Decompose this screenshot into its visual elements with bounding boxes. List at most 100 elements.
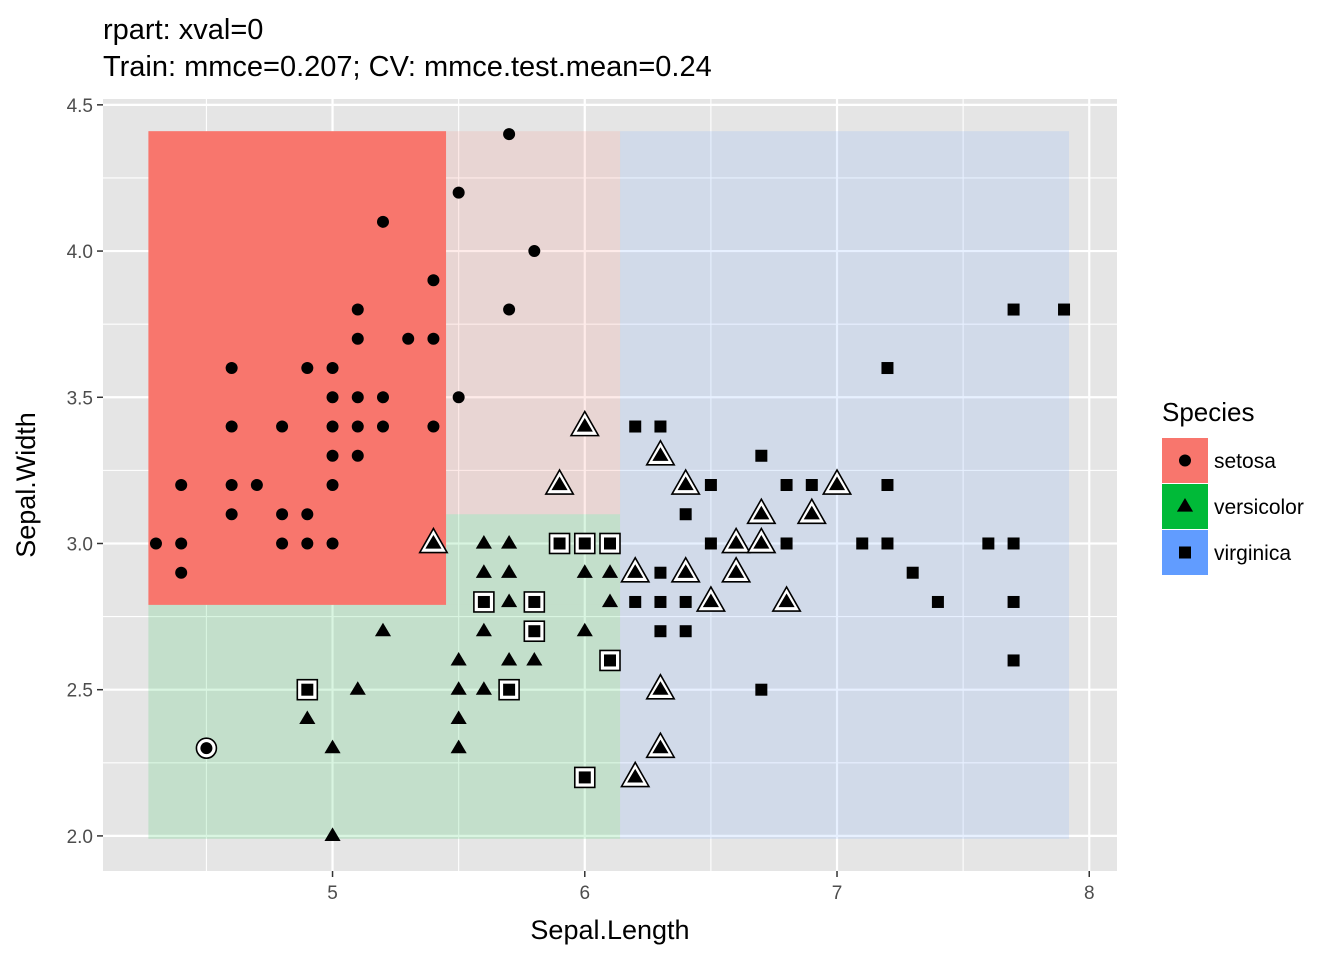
- data-point-setosa: [301, 508, 314, 521]
- data-point-virginica: [856, 537, 869, 550]
- data-point-virginica: [553, 537, 566, 550]
- data-point-virginica: [704, 479, 717, 491]
- data-point-virginica: [1007, 595, 1020, 608]
- data-point-setosa: [175, 537, 188, 550]
- x-axis-title: Sepal.Length: [530, 915, 689, 945]
- data-point-versicolor: [324, 827, 341, 842]
- data-point-virginica: [679, 508, 692, 521]
- data-point-versicolor: [601, 593, 619, 608]
- data-point-setosa: [175, 479, 188, 491]
- region-setosa: [446, 131, 621, 515]
- data-point-versicolor: [450, 651, 467, 666]
- legend-label: versicolor: [1214, 496, 1304, 519]
- y-tick-label: 3.5: [67, 388, 93, 409]
- data-point-versicolor: [475, 681, 492, 695]
- data-point-versicolor: [324, 739, 341, 754]
- data-point-setosa: [276, 420, 289, 433]
- data-point-virginica: [755, 449, 768, 462]
- legend-key-triangle-icon: [1176, 498, 1194, 512]
- data-point-virginica: [578, 537, 591, 550]
- data-point-virginica: [931, 595, 944, 608]
- data-point-virginica: [528, 625, 541, 638]
- data-point-setosa: [351, 420, 364, 433]
- data-point-versicolor: [576, 418, 593, 432]
- data-point-versicolor: [778, 593, 795, 608]
- data-point-versicolor: [450, 681, 467, 695]
- data-point-setosa: [402, 332, 415, 345]
- data-point-setosa: [250, 479, 263, 491]
- data-point-virginica: [528, 595, 541, 608]
- data-point-virginica: [982, 537, 995, 550]
- data-point-virginica: [780, 479, 793, 491]
- region-versicolor: [148, 604, 621, 839]
- x-tick-label: 7: [832, 883, 843, 904]
- data-point-setosa: [351, 303, 364, 316]
- data-point-setosa: [225, 479, 238, 491]
- data-point-virginica: [604, 537, 616, 550]
- data-point-versicolor: [652, 447, 669, 461]
- legend-key-square-icon: [1179, 546, 1191, 559]
- series-versicolor: [299, 409, 853, 842]
- data-point-setosa: [503, 128, 516, 141]
- y-tick-label: 4.0: [67, 242, 93, 263]
- legend-item-virginica: virginica: [1162, 530, 1291, 575]
- data-point-versicolor: [551, 476, 568, 491]
- data-point-virginica: [604, 654, 616, 667]
- data-point-virginica: [629, 420, 642, 433]
- data-point-versicolor: [501, 534, 518, 549]
- data-point-setosa: [427, 332, 440, 345]
- data-point-versicolor: [576, 622, 593, 637]
- data-point-setosa: [276, 537, 289, 550]
- data-point-versicolor: [677, 476, 694, 491]
- data-point-setosa: [528, 245, 541, 258]
- data-point-versicolor: [526, 651, 543, 666]
- data-point-setosa: [225, 362, 238, 375]
- data-point-setosa: [351, 391, 364, 404]
- data-point-versicolor: [803, 505, 820, 520]
- data-point-versicolor: [475, 564, 492, 578]
- data-point-virginica: [881, 479, 894, 491]
- data-point-versicolor: [627, 768, 644, 783]
- data-point-versicolor: [652, 681, 669, 695]
- data-point-versicolor: [299, 710, 316, 725]
- data-point-setosa: [326, 420, 339, 433]
- data-point-setosa: [351, 449, 364, 462]
- data-point-setosa: [200, 742, 213, 755]
- data-point-versicolor: [728, 534, 745, 549]
- data-point-setosa: [276, 508, 289, 521]
- data-point-virginica: [578, 771, 591, 784]
- y-tick-label: 2.0: [67, 827, 93, 848]
- data-point-versicolor: [601, 564, 619, 578]
- x-tick-label: 6: [579, 883, 590, 904]
- legend-item-setosa: setosa: [1162, 438, 1276, 483]
- data-point-versicolor: [374, 622, 392, 637]
- legend-label: setosa: [1214, 450, 1276, 473]
- data-point-virginica: [1007, 654, 1020, 667]
- data-point-versicolor: [753, 505, 770, 520]
- axes: 5 6 7 8 2.0 2.5 3.0 3.5 4.0 4.5: [67, 96, 1095, 904]
- data-point-setosa: [503, 303, 516, 316]
- data-point-setosa: [225, 420, 238, 433]
- data-point-virginica: [755, 683, 768, 696]
- legend-title: Species: [1162, 397, 1255, 427]
- data-point-setosa: [301, 537, 314, 550]
- y-tick-label: 3.0: [67, 534, 93, 555]
- data-points: [149, 128, 1071, 842]
- data-point-versicolor: [450, 739, 467, 754]
- y-tick-label: 4.5: [67, 96, 93, 117]
- series-setosa: [149, 128, 541, 759]
- data-point-versicolor: [501, 593, 518, 608]
- legend-key-circle-icon: [1179, 454, 1191, 467]
- data-point-virginica: [1007, 303, 1020, 316]
- x-tick-label: 5: [327, 883, 338, 904]
- data-point-setosa: [427, 420, 440, 433]
- data-point-versicolor: [501, 564, 518, 578]
- data-point-versicolor: [728, 564, 745, 578]
- data-point-versicolor: [677, 564, 694, 578]
- data-point-versicolor: [753, 534, 770, 549]
- data-point-versicolor: [828, 476, 846, 491]
- data-point-setosa: [326, 537, 339, 550]
- data-point-setosa: [225, 508, 238, 521]
- data-point-setosa: [452, 186, 465, 199]
